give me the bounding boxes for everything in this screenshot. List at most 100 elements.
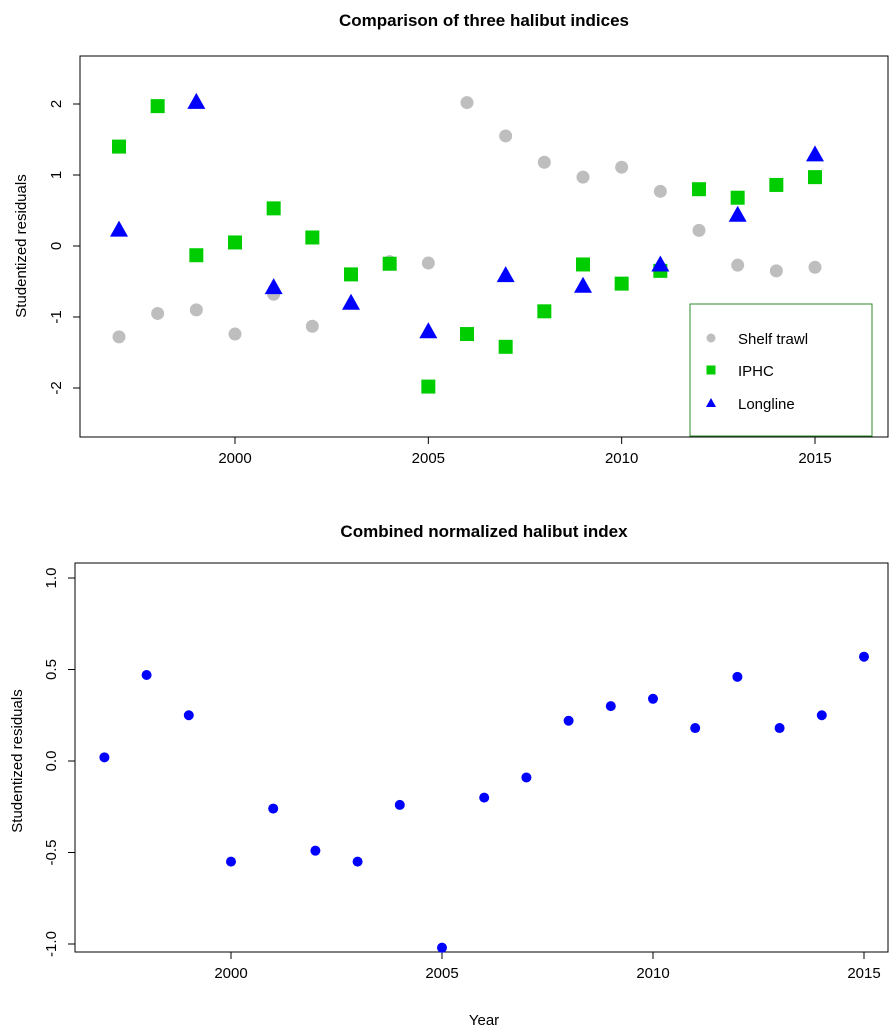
top-y-axis: -2 -1 0 1 2 <box>48 100 80 395</box>
top-point-shelf-trawl <box>189 303 203 317</box>
top-point-shelf-trawl <box>808 260 822 274</box>
bottom-point-series <box>479 792 490 803</box>
top-point-iphc <box>498 339 513 354</box>
top-point-iphc <box>150 99 165 114</box>
top-point-longline <box>110 220 128 237</box>
top-x-axis: 2000 2005 2010 2015 <box>218 437 832 467</box>
bottom-chart-title: Combined normalized halibut index <box>340 522 628 541</box>
bottom-point-series <box>226 856 236 867</box>
top-point-longline <box>806 145 824 162</box>
top-point-iphc <box>537 304 552 319</box>
top-point-shelf-trawl <box>731 258 745 272</box>
bottom-y-tick-label: 0.0 <box>43 751 60 772</box>
top-x-tick-label: 2005 <box>412 450 445 467</box>
top-point-iphc <box>769 177 784 192</box>
bottom-point-series <box>268 803 279 814</box>
bottom-x-tick-label: 2005 <box>425 965 458 982</box>
top-point-iphc <box>460 327 474 342</box>
top-y-tick-label: 0 <box>48 242 65 250</box>
top-point-iphc <box>189 248 204 263</box>
bottom-x-axis-label: Year <box>469 1012 499 1029</box>
bottom-x-tick-label: 2015 <box>847 965 880 982</box>
top-panel: Comparison of three halibut indices Stud… <box>13 11 889 467</box>
top-data-points <box>110 92 824 394</box>
bottom-x-axis: 2000 2005 2010 2015 <box>214 952 881 982</box>
top-point-iphc <box>266 201 281 216</box>
top-point-longline <box>651 255 670 272</box>
bottom-point-series <box>310 845 321 856</box>
bottom-point-series <box>394 799 405 810</box>
top-point-longline <box>728 205 747 222</box>
top-chart-title: Comparison of three halibut indices <box>339 11 629 30</box>
top-point-longline <box>264 278 283 295</box>
top-y-tick-label: 2 <box>48 100 65 108</box>
top-point-longline <box>187 92 206 109</box>
top-point-shelf-trawl <box>769 264 783 278</box>
top-point-shelf-trawl <box>112 330 126 344</box>
top-point-longline <box>496 266 515 283</box>
top-point-shelf-trawl <box>653 184 667 198</box>
legend-label-iphc: IPHC <box>738 363 774 380</box>
legend-label-shelf-trawl: Shelf trawl <box>738 331 808 348</box>
top-point-iphc <box>808 170 822 185</box>
top-point-shelf-trawl <box>421 256 435 270</box>
top-point-shelf-trawl <box>615 160 629 174</box>
top-legend: Shelf trawl IPHC Longline <box>689 303 873 437</box>
bottom-point-series <box>521 772 532 783</box>
bottom-point-series <box>816 710 827 721</box>
top-point-longline <box>419 322 438 339</box>
top-point-iphc <box>576 257 590 272</box>
top-point-iphc <box>382 256 397 271</box>
bottom-y-axis-label: Studentized residuals <box>9 689 26 832</box>
top-y-axis-label: Studentized residuals <box>13 174 30 317</box>
bottom-panel: Combined normalized halibut index Studen… <box>9 522 889 1029</box>
bottom-point-series <box>141 669 152 680</box>
top-point-shelf-trawl <box>499 129 513 143</box>
top-x-tick-label: 2015 <box>798 450 831 467</box>
bottom-plot-frame <box>74 562 889 953</box>
legend-marker-longline <box>706 398 716 407</box>
bottom-point-series <box>859 651 869 662</box>
bottom-point-series <box>352 856 363 867</box>
legend-marker-shelf-trawl <box>706 333 716 343</box>
bottom-point-series <box>732 671 743 682</box>
bottom-point-series <box>183 710 194 721</box>
top-x-tick-label: 2010 <box>605 450 638 467</box>
legend-marker-iphc <box>706 365 716 375</box>
top-point-iphc <box>692 182 706 197</box>
top-y-tick-label: -1 <box>48 310 65 323</box>
top-point-shelf-trawl <box>228 327 242 341</box>
top-point-iphc <box>730 190 745 205</box>
top-point-shelf-trawl <box>460 96 474 110</box>
top-point-iphc <box>344 267 358 282</box>
bottom-point-series <box>99 752 110 763</box>
top-point-iphc <box>305 230 320 245</box>
top-y-tick-label: -2 <box>48 381 65 394</box>
top-point-iphc <box>112 139 126 154</box>
top-point-shelf-trawl <box>537 155 551 169</box>
top-point-shelf-trawl <box>576 170 590 184</box>
top-point-shelf-trawl <box>305 319 319 333</box>
bottom-point-series <box>690 723 701 734</box>
bottom-point-series <box>437 942 447 953</box>
bottom-y-tick-label: -1.0 <box>43 931 60 957</box>
bottom-y-tick-label: 1.0 <box>43 568 60 589</box>
bottom-y-axis: -1.0 -0.5 0.0 0.5 1.0 <box>43 568 75 957</box>
legend-label-longline: Longline <box>738 396 795 413</box>
bottom-y-tick-label: -0.5 <box>43 840 60 866</box>
top-point-longline <box>342 293 360 310</box>
bottom-point-series <box>648 693 658 704</box>
bottom-data-points <box>99 651 869 953</box>
bottom-x-tick-label: 2000 <box>214 965 247 982</box>
top-point-shelf-trawl <box>151 306 165 320</box>
bottom-point-series <box>774 723 785 734</box>
top-x-tick-label: 2000 <box>218 450 251 467</box>
legend-box <box>689 303 873 437</box>
top-point-iphc <box>228 235 242 250</box>
bottom-point-series <box>563 715 574 726</box>
top-point-longline <box>574 276 592 293</box>
top-point-iphc <box>614 276 629 291</box>
bottom-point-series <box>605 701 616 712</box>
top-point-shelf-trawl <box>692 223 706 237</box>
